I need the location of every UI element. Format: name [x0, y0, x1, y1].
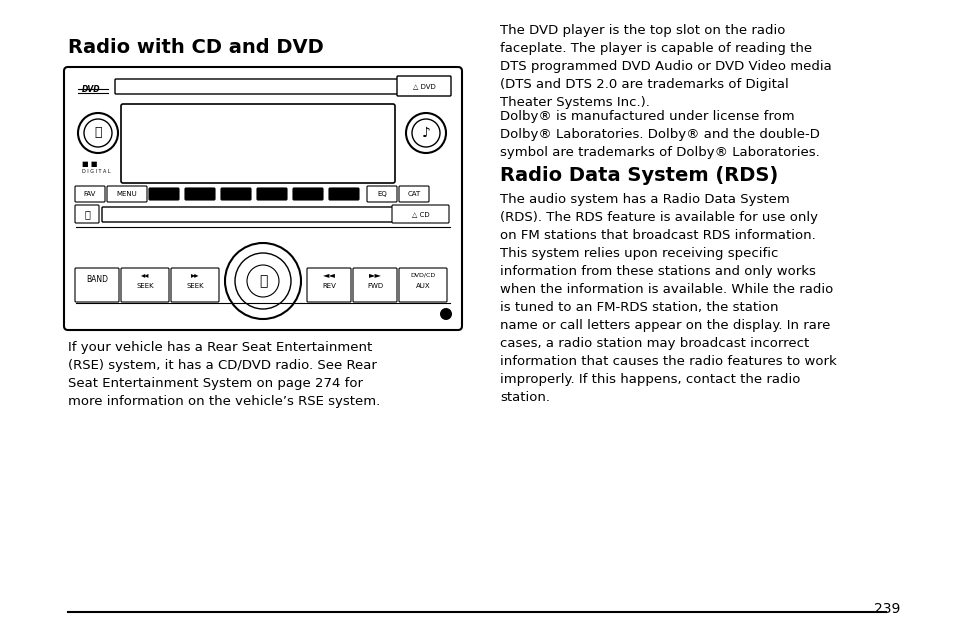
- Text: ⓘ: ⓘ: [94, 127, 102, 139]
- Text: FAV: FAV: [84, 191, 96, 197]
- Text: DVD/CD: DVD/CD: [410, 272, 436, 277]
- FancyBboxPatch shape: [102, 207, 395, 222]
- Circle shape: [247, 265, 278, 297]
- FancyBboxPatch shape: [75, 268, 119, 302]
- Circle shape: [225, 243, 301, 319]
- Text: CAT: CAT: [407, 191, 420, 197]
- Circle shape: [439, 308, 452, 320]
- Text: ⌛: ⌛: [84, 209, 90, 219]
- Text: △ CD: △ CD: [412, 211, 430, 217]
- Text: REV: REV: [322, 283, 335, 289]
- Text: The DVD player is the top slot on the radio
faceplate. The player is capable of : The DVD player is the top slot on the ra…: [499, 24, 831, 109]
- Text: ►►: ►►: [368, 270, 381, 279]
- Text: FWD: FWD: [367, 283, 383, 289]
- FancyBboxPatch shape: [115, 79, 398, 94]
- Text: AUX: AUX: [416, 283, 430, 289]
- FancyBboxPatch shape: [75, 205, 99, 223]
- Text: If your vehicle has a Rear Seat Entertainment
(RSE) system, it has a CD/DVD radi: If your vehicle has a Rear Seat Entertai…: [68, 341, 380, 408]
- Text: ♪: ♪: [421, 126, 430, 140]
- FancyBboxPatch shape: [398, 186, 429, 202]
- Text: EQ: EQ: [376, 191, 387, 197]
- FancyBboxPatch shape: [367, 186, 396, 202]
- Circle shape: [412, 119, 439, 147]
- Text: Radio Data System (RDS): Radio Data System (RDS): [499, 166, 778, 185]
- Text: ▸▸: ▸▸: [191, 270, 199, 279]
- FancyBboxPatch shape: [149, 188, 179, 200]
- Text: DVD: DVD: [82, 85, 100, 94]
- FancyBboxPatch shape: [398, 268, 447, 302]
- Text: ◄◄: ◄◄: [322, 270, 335, 279]
- FancyBboxPatch shape: [293, 188, 323, 200]
- Text: The audio system has a Radio Data System
(RDS). The RDS feature is available for: The audio system has a Radio Data System…: [499, 193, 836, 404]
- Text: ■ ■: ■ ■: [82, 161, 97, 167]
- Circle shape: [406, 113, 446, 153]
- FancyBboxPatch shape: [107, 186, 147, 202]
- FancyBboxPatch shape: [256, 188, 287, 200]
- Text: Dolby® is manufactured under license from
Dolby® Laboratories. Dolby® and the do: Dolby® is manufactured under license fro…: [499, 110, 819, 159]
- Circle shape: [234, 253, 291, 309]
- FancyBboxPatch shape: [396, 76, 451, 96]
- FancyBboxPatch shape: [171, 268, 219, 302]
- Text: BAND: BAND: [86, 275, 108, 284]
- FancyBboxPatch shape: [221, 188, 251, 200]
- Text: ◂◂: ◂◂: [141, 270, 149, 279]
- Text: 239: 239: [873, 602, 899, 616]
- FancyBboxPatch shape: [353, 268, 396, 302]
- Circle shape: [78, 113, 118, 153]
- FancyBboxPatch shape: [329, 188, 358, 200]
- FancyBboxPatch shape: [185, 188, 214, 200]
- FancyBboxPatch shape: [307, 268, 351, 302]
- Text: Radio with CD and DVD: Radio with CD and DVD: [68, 38, 323, 57]
- FancyBboxPatch shape: [64, 67, 461, 330]
- Text: D I G I T A L: D I G I T A L: [82, 169, 111, 174]
- Text: SEEK: SEEK: [136, 283, 153, 289]
- Text: △ DVD: △ DVD: [413, 83, 435, 89]
- Text: ⏻: ⏻: [258, 274, 267, 288]
- FancyBboxPatch shape: [75, 186, 105, 202]
- FancyBboxPatch shape: [121, 104, 395, 183]
- FancyBboxPatch shape: [121, 268, 169, 302]
- FancyBboxPatch shape: [392, 205, 449, 223]
- Text: SEEK: SEEK: [186, 283, 204, 289]
- Circle shape: [84, 119, 112, 147]
- Text: MENU: MENU: [116, 191, 137, 197]
